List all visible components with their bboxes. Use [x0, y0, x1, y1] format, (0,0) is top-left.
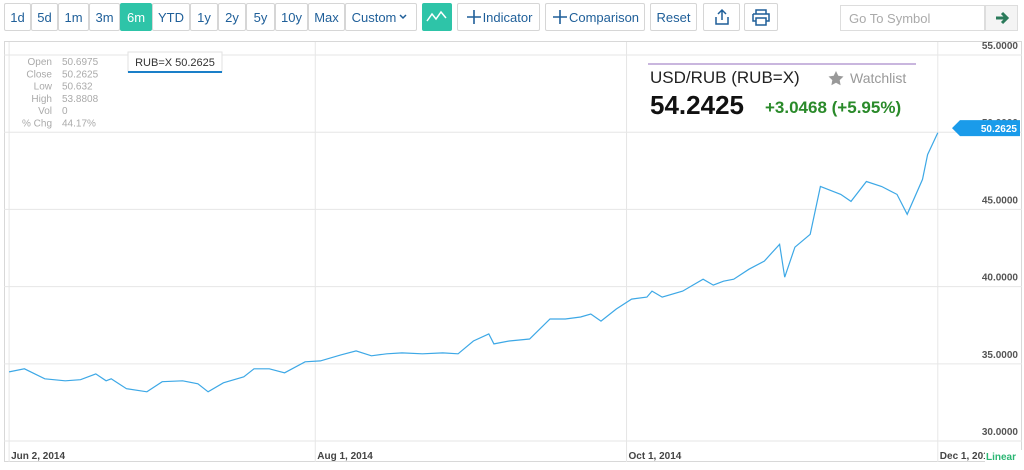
range-button[interactable]: 10y — [275, 3, 308, 31]
price-line — [8, 132, 939, 393]
ohlc-label: Vol — [38, 106, 52, 117]
button-label: 10y — [281, 9, 302, 25]
quote-box — [646, 63, 918, 121]
price-tag — [952, 120, 1020, 137]
range-button[interactable]: 5d — [31, 3, 58, 31]
range-button[interactable]: 6m — [120, 3, 152, 31]
range-button[interactable]: 3m — [89, 3, 120, 31]
button-label: 5d — [37, 9, 52, 25]
share-icon — [714, 8, 729, 25]
search-input[interactable]: Go To Symbol — [840, 5, 985, 31]
reset-button[interactable]: Reset — [650, 3, 697, 31]
ohlc-label: High — [31, 94, 52, 105]
range-button[interactable]: 1y — [190, 3, 218, 31]
button-label: Reset — [656, 9, 691, 25]
range-button[interactable]: 2y — [218, 3, 246, 31]
ohlc-value: 0 — [62, 106, 68, 117]
share-button[interactable] — [703, 3, 740, 31]
x-tick-label: Oct 1, 2014 — [629, 451, 682, 462]
range-button[interactable]: YTD — [152, 3, 190, 31]
plus-icon — [466, 10, 481, 24]
ohlc-label: Open — [28, 57, 52, 68]
comparison-button[interactable]: Comparison — [545, 3, 645, 31]
star-icon — [828, 71, 844, 86]
range-button[interactable]: Max — [308, 3, 345, 31]
button-label: 6m — [126, 9, 146, 25]
plus-icon — [552, 10, 567, 24]
x-tick-label: Dec 1, 2014 — [940, 451, 995, 462]
y-tick-label: 45.0000 — [982, 195, 1019, 206]
price-tag-label: 50.2625 — [981, 124, 1018, 135]
range-button[interactable]: 5y — [246, 3, 275, 31]
scale-label: Linear — [986, 452, 1016, 463]
chart-frame — [4, 41, 1022, 462]
ohlc-value: 50.2625 — [62, 69, 99, 80]
y-tick-label: 55.0000 — [982, 41, 1019, 52]
quote-change: +3.0468 (+5.95%) — [765, 98, 901, 117]
ohlc-label: Low — [34, 82, 53, 93]
ohlc-label: % Chg — [22, 119, 52, 130]
search-go[interactable] — [985, 5, 1018, 31]
x-tick-label: Aug 1, 2014 — [317, 451, 373, 462]
button-label: Comparison — [568, 9, 640, 25]
y-tick-label: 30.0000 — [982, 427, 1019, 438]
ohlc-value: 50.632 — [62, 82, 93, 93]
button-label: 1d — [10, 9, 25, 25]
quote-name: USD/RUB (RUB=X) — [650, 68, 800, 87]
y-tick-label: 40.0000 — [982, 273, 1019, 284]
button-label: 5y — [253, 9, 268, 25]
button-label: 3m — [95, 9, 114, 25]
y-tick-label: 35.0000 — [982, 350, 1019, 361]
range-button[interactable]: 1m — [58, 3, 89, 31]
indicator-button[interactable]: Indicator — [457, 3, 540, 31]
range-button[interactable]: 1d — [4, 3, 31, 31]
button-label: 1m — [64, 9, 83, 25]
button-label: Max — [314, 9, 339, 25]
button-label: Indicator — [482, 9, 533, 25]
custom-button[interactable]: Custom — [345, 3, 417, 31]
line-icon — [426, 10, 447, 22]
ohlc-value: 50.6975 — [62, 57, 99, 68]
chart-type-button[interactable] — [422, 3, 452, 31]
button-label: 2y — [225, 9, 239, 25]
button-label: YTD — [158, 9, 184, 25]
scale-label-bg — [985, 450, 1022, 462]
chevron — [399, 14, 407, 20]
watchlist-link[interactable]: Watchlist — [850, 70, 906, 86]
tooltip-text: RUB=X 50.2625 — [135, 57, 215, 69]
quote-price: 54.2425 — [650, 90, 744, 120]
button-label: Custom — [351, 9, 397, 25]
print-button[interactable] — [744, 3, 778, 31]
x-tick-label: Jun 2, 2014 — [11, 451, 65, 462]
print-icon — [752, 9, 770, 26]
button-label: 1y — [197, 9, 211, 25]
ohlc-label: Close — [26, 69, 52, 80]
ohlc-value: 53.8808 — [62, 94, 99, 105]
arrow-icon — [996, 11, 1010, 25]
ohlc-value: 44.17% — [62, 119, 96, 130]
